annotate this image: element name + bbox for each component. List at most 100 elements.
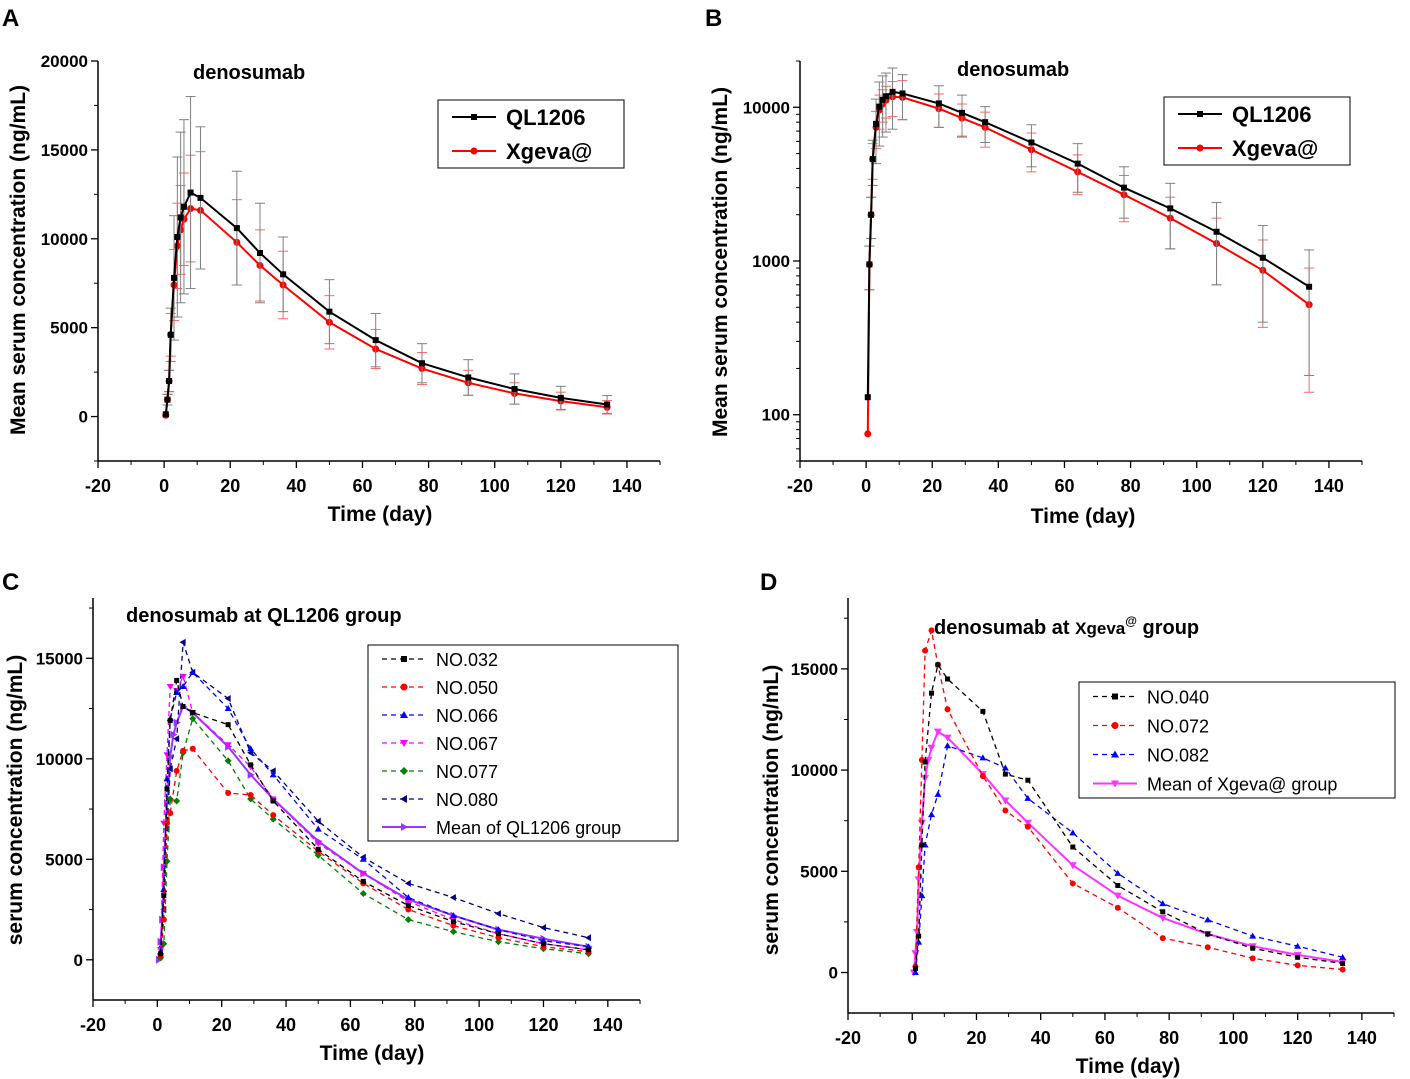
data-point	[233, 225, 240, 232]
legend-marker	[400, 711, 408, 718]
x-tick-label: 80	[1159, 1028, 1179, 1048]
data-point	[1120, 184, 1127, 191]
data-point	[889, 88, 896, 95]
x-tick-label: -20	[835, 1028, 861, 1048]
x-tick-label: 60	[340, 1015, 360, 1035]
data-point	[449, 928, 457, 936]
data-point	[604, 401, 611, 408]
data-point	[173, 688, 181, 695]
data-point	[982, 119, 989, 126]
chart-title: denosumab	[957, 59, 1069, 81]
chart-title-end: group	[1137, 617, 1199, 639]
legend-label: NO.082	[1147, 746, 1209, 766]
panel-label: C	[2, 569, 19, 596]
data-point	[1023, 819, 1032, 827]
data-point	[314, 817, 321, 825]
y-tick-label: 0	[74, 951, 83, 970]
data-point	[911, 969, 919, 976]
data-point	[247, 770, 255, 779]
data-point	[864, 394, 871, 401]
data-point	[980, 708, 986, 714]
data-point	[179, 638, 186, 646]
legend-marker	[401, 656, 407, 662]
data-point	[1024, 794, 1032, 801]
x-tick-label: 100	[1182, 476, 1212, 496]
panel-label: D	[760, 569, 777, 596]
data-point	[922, 759, 928, 765]
data-point	[405, 903, 411, 909]
data-point	[180, 747, 187, 754]
x-tick-label: 0	[152, 1015, 162, 1035]
series-line	[866, 90, 1310, 398]
data-point	[256, 250, 263, 256]
data-point	[1340, 960, 1346, 966]
legend-box	[1078, 681, 1396, 799]
data-point	[174, 234, 181, 240]
data-point	[359, 870, 367, 877]
data-point	[372, 337, 379, 344]
data-point	[928, 811, 936, 818]
x-tick-label: 40	[988, 476, 1008, 496]
series-no-082	[911, 742, 1347, 976]
data-point	[190, 710, 196, 716]
data-point	[557, 394, 564, 401]
data-point	[944, 706, 951, 713]
data-point	[224, 742, 232, 749]
data-point	[224, 695, 231, 702]
x-tick-label: 0	[861, 476, 871, 496]
data-point	[934, 790, 942, 797]
data-point	[167, 331, 174, 338]
y-tick-label: 5000	[800, 862, 838, 881]
legend-marker	[1196, 144, 1204, 152]
data-point	[927, 744, 936, 752]
data-point	[450, 919, 456, 925]
y-tick-label: 0	[79, 408, 88, 427]
x-tick-label: 20	[220, 476, 240, 496]
x-tick-label: 100	[1218, 1028, 1248, 1048]
data-point	[494, 910, 501, 918]
data-point	[539, 924, 546, 932]
data-point	[170, 730, 178, 739]
data-point	[1159, 935, 1166, 942]
data-point	[173, 767, 180, 774]
data-point	[405, 906, 412, 913]
y-tick-label: 10000	[743, 98, 790, 117]
data-point	[1259, 254, 1266, 261]
data-point	[945, 676, 951, 682]
x-tick-label: 120	[546, 476, 576, 496]
data-point	[174, 677, 180, 683]
data-point	[1294, 962, 1301, 969]
x-tick-label: 20	[922, 476, 942, 496]
y-axis-label: Mean serum concentration (ng/mL)	[709, 87, 732, 437]
chart-title: denosumab	[193, 62, 305, 84]
y-tick-label: 1000	[752, 252, 790, 271]
data-point	[449, 893, 456, 901]
data-point	[1167, 205, 1174, 212]
data-point	[179, 682, 187, 689]
data-point	[868, 211, 875, 218]
legend-marker	[401, 823, 408, 831]
data-point	[928, 627, 935, 634]
data-point	[1158, 914, 1167, 922]
y-tick-label: 10000	[41, 230, 88, 249]
data-point	[166, 378, 173, 384]
y-tick-label: 100	[762, 406, 790, 425]
legend-marker	[400, 740, 408, 747]
legend-marker	[1111, 750, 1119, 758]
data-point	[924, 756, 933, 764]
legend-label: QL1206	[506, 105, 586, 130]
x-tick-label: 140	[593, 1015, 623, 1035]
y-tick-label: 20000	[41, 52, 88, 71]
data-point	[864, 430, 872, 438]
data-point	[449, 912, 457, 919]
data-point	[167, 810, 174, 817]
series-line	[159, 680, 589, 954]
data-point	[197, 194, 204, 201]
chart-title: denosumab at Xgeva@ group	[934, 614, 1199, 639]
x-tick-label: 140	[612, 476, 642, 496]
y-tick-label: 15000	[791, 660, 838, 679]
x-tick-label: -20	[85, 476, 111, 496]
data-point	[935, 100, 942, 107]
x-tick-label: 40	[286, 476, 306, 496]
